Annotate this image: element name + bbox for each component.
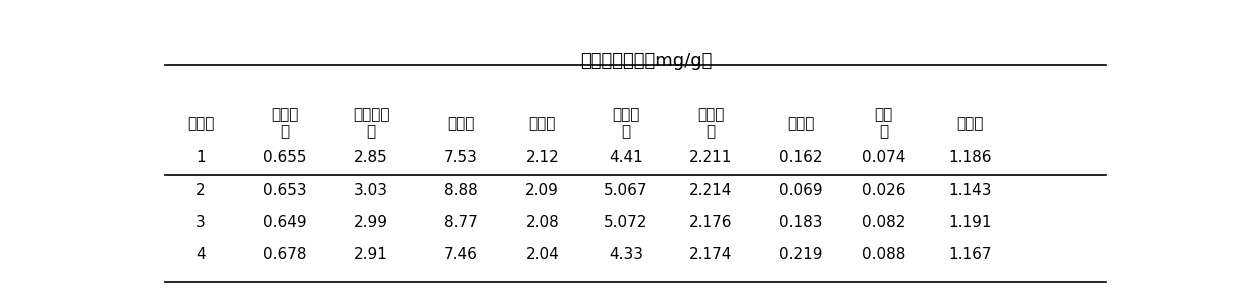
Text: 柠檬苦
素: 柠檬苦 素	[697, 107, 724, 140]
Text: 2: 2	[196, 183, 206, 198]
Text: 0.653: 0.653	[263, 183, 306, 198]
Text: 2.12: 2.12	[526, 150, 559, 165]
Text: 橙皮
素: 橙皮 素	[874, 107, 893, 140]
Text: 2.85: 2.85	[355, 150, 388, 165]
Text: 2.08: 2.08	[526, 215, 559, 230]
Text: 诺米林: 诺米林	[956, 116, 983, 131]
Text: 3: 3	[196, 215, 206, 230]
Text: 柚皮苷: 柚皮苷	[446, 116, 474, 131]
Text: 0.088: 0.088	[862, 247, 905, 262]
Text: 圣草次
苷: 圣草次 苷	[272, 107, 299, 140]
Text: 8.88: 8.88	[444, 183, 477, 198]
Text: 1.143: 1.143	[949, 183, 992, 198]
Text: 新橙皮
苷: 新橙皮 苷	[613, 107, 640, 140]
Text: 5.067: 5.067	[604, 183, 647, 198]
Text: 2.211: 2.211	[688, 150, 732, 165]
Text: 3.03: 3.03	[355, 183, 388, 198]
Text: 2.91: 2.91	[355, 247, 388, 262]
Text: 试验号: 试验号	[187, 116, 215, 131]
Text: 0.074: 0.074	[862, 150, 905, 165]
Text: 4.33: 4.33	[609, 247, 642, 262]
Text: 0.026: 0.026	[862, 183, 905, 198]
Text: 4: 4	[196, 247, 206, 262]
Text: 4.41: 4.41	[609, 150, 642, 165]
Text: 1.186: 1.186	[949, 150, 992, 165]
Text: 0.082: 0.082	[862, 215, 905, 230]
Text: 0.162: 0.162	[779, 150, 822, 165]
Text: 0.069: 0.069	[779, 183, 822, 198]
Text: 提取所得含量（mg/g）: 提取所得含量（mg/g）	[580, 52, 713, 70]
Text: 0.649: 0.649	[263, 215, 306, 230]
Text: 0.678: 0.678	[263, 247, 306, 262]
Text: 2.176: 2.176	[688, 215, 732, 230]
Text: 柚皮素: 柚皮素	[787, 116, 815, 131]
Text: 0.183: 0.183	[779, 215, 822, 230]
Text: 5.072: 5.072	[604, 215, 647, 230]
Text: 1: 1	[196, 150, 206, 165]
Text: 1.191: 1.191	[949, 215, 992, 230]
Text: 0.655: 0.655	[263, 150, 306, 165]
Text: 2.09: 2.09	[526, 183, 559, 198]
Text: 1.167: 1.167	[949, 247, 992, 262]
Text: 橙皮苷: 橙皮苷	[528, 116, 556, 131]
Text: 2.214: 2.214	[688, 183, 732, 198]
Text: 7.46: 7.46	[444, 247, 477, 262]
Text: 芸香柚皮
苷: 芸香柚皮 苷	[353, 107, 389, 140]
Text: 2.04: 2.04	[526, 247, 559, 262]
Text: 0.219: 0.219	[779, 247, 822, 262]
Text: 7.53: 7.53	[444, 150, 477, 165]
Text: 2.174: 2.174	[688, 247, 732, 262]
Text: 2.99: 2.99	[355, 215, 388, 230]
Text: 8.77: 8.77	[444, 215, 477, 230]
